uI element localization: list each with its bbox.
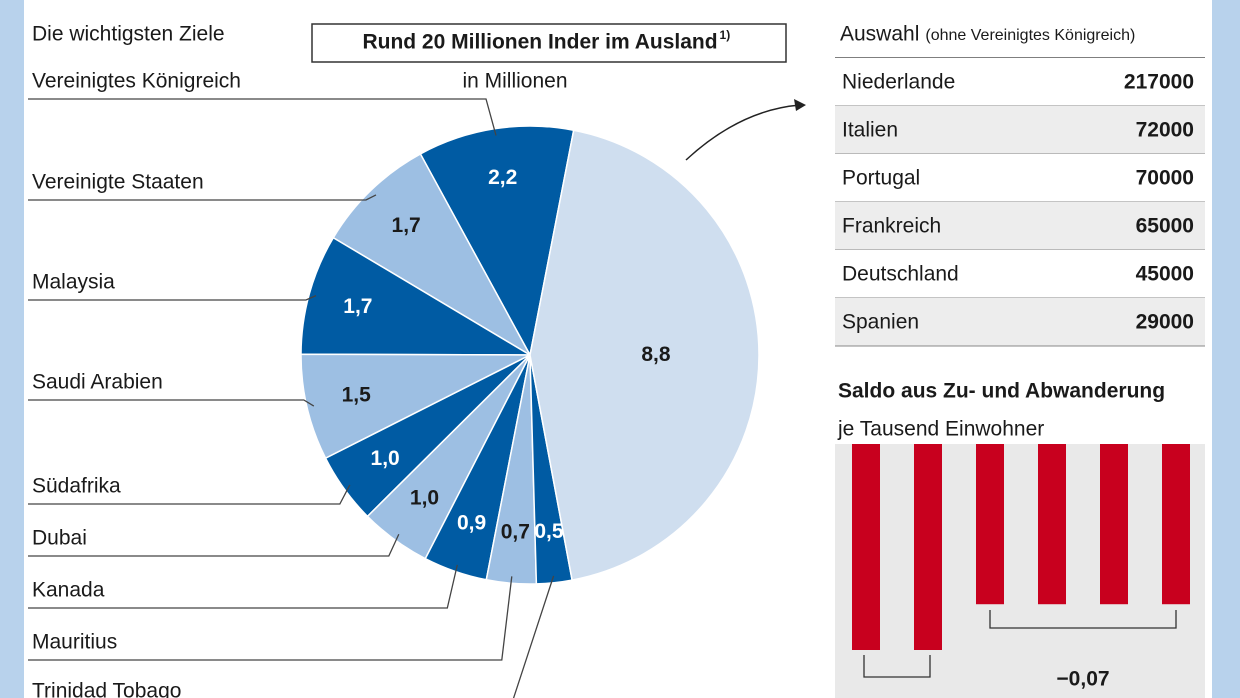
leader-line xyxy=(28,194,377,201)
category-label: Südafrika xyxy=(32,475,121,498)
table-caption-note: (ohne Vereinigtes Königreich) xyxy=(925,27,1135,44)
slice-label: 0,9 xyxy=(457,511,486,534)
arrow xyxy=(685,104,801,161)
right-margin xyxy=(1212,0,1240,698)
category-label: Vereinigtes Königreich xyxy=(32,70,241,93)
bar xyxy=(914,444,942,650)
bar xyxy=(976,444,1004,605)
table-row xyxy=(835,250,1205,298)
country: Spanien xyxy=(842,311,919,334)
left-margin xyxy=(0,0,24,698)
country: Frankreich xyxy=(842,215,941,238)
bar-subtitle: je Tausend Einwohner xyxy=(837,418,1044,441)
slice-label: 0,5 xyxy=(534,520,564,543)
category-label: Saudi Arabien xyxy=(32,371,163,394)
slice-label: 2,2 xyxy=(488,166,517,189)
leader-line xyxy=(28,564,458,609)
table-row xyxy=(835,202,1205,250)
category-label: Vereinigte Staaten xyxy=(32,171,204,194)
leader-line xyxy=(28,98,497,136)
country: Deutschland xyxy=(842,263,959,286)
count: 70000 xyxy=(1136,167,1194,190)
arrowhead xyxy=(794,99,806,111)
category-label: Kanada xyxy=(32,579,105,602)
slice-label: 1,5 xyxy=(342,384,372,407)
count: 45000 xyxy=(1136,263,1194,286)
country: Niederlande xyxy=(842,71,955,94)
leader-line xyxy=(28,484,351,505)
pie-title: Rund 20 Millionen Inder im Ausland xyxy=(362,31,717,54)
category-label: Trinidad Tobago xyxy=(32,680,181,698)
table-caption: Auswahl xyxy=(840,23,919,46)
bar xyxy=(852,444,880,650)
slice-label: 8,8 xyxy=(641,343,671,366)
slice-label: 1,7 xyxy=(392,214,421,237)
bar-annotation: −0,07 xyxy=(1056,668,1109,691)
bar xyxy=(1100,444,1128,605)
slice-label: 0,7 xyxy=(501,521,530,544)
bar-bg xyxy=(835,444,1205,698)
content: 2,2 Vereinigtes Königreich 1,7 Vereinigte S… xyxy=(28,58,1205,698)
bar xyxy=(1162,444,1190,605)
leader-line xyxy=(28,399,315,407)
slice-label: 1,0 xyxy=(371,447,400,470)
title-note: 1) xyxy=(720,28,731,42)
slice-label: 1,7 xyxy=(343,295,372,318)
bracket xyxy=(989,610,1177,629)
leader-line xyxy=(28,295,317,301)
slice-label: 1,0 xyxy=(410,487,439,510)
category-label: Dubai xyxy=(32,527,87,550)
country: Italien xyxy=(842,119,898,142)
table-row xyxy=(835,298,1205,346)
category-label: Malaysia xyxy=(32,271,115,294)
count: 29000 xyxy=(1136,311,1194,334)
bar xyxy=(1038,444,1066,605)
count: 72000 xyxy=(1136,119,1194,142)
table-row xyxy=(835,154,1205,202)
count: 217000 xyxy=(1124,71,1194,94)
unit-label: in Millionen xyxy=(462,70,567,93)
table-row xyxy=(835,106,1205,154)
count: 65000 xyxy=(1136,215,1194,238)
leader-line xyxy=(28,533,400,557)
leader-line xyxy=(512,575,555,698)
pie-slice xyxy=(419,125,575,358)
bar-title: Saldo aus Zu- und Abwanderung xyxy=(838,380,1165,403)
country: Portugal xyxy=(842,167,920,190)
pie-subtitle: Die wichtigsten Ziele xyxy=(32,23,225,46)
bracket xyxy=(863,655,931,678)
pie-slice xyxy=(300,353,531,460)
table-row xyxy=(835,58,1205,106)
category-label: Mauritius xyxy=(32,631,117,654)
pie-slice xyxy=(332,152,532,358)
title-box xyxy=(311,23,787,63)
leader-line xyxy=(28,576,513,661)
pie-slice xyxy=(529,129,760,581)
pie-slice xyxy=(300,236,533,356)
